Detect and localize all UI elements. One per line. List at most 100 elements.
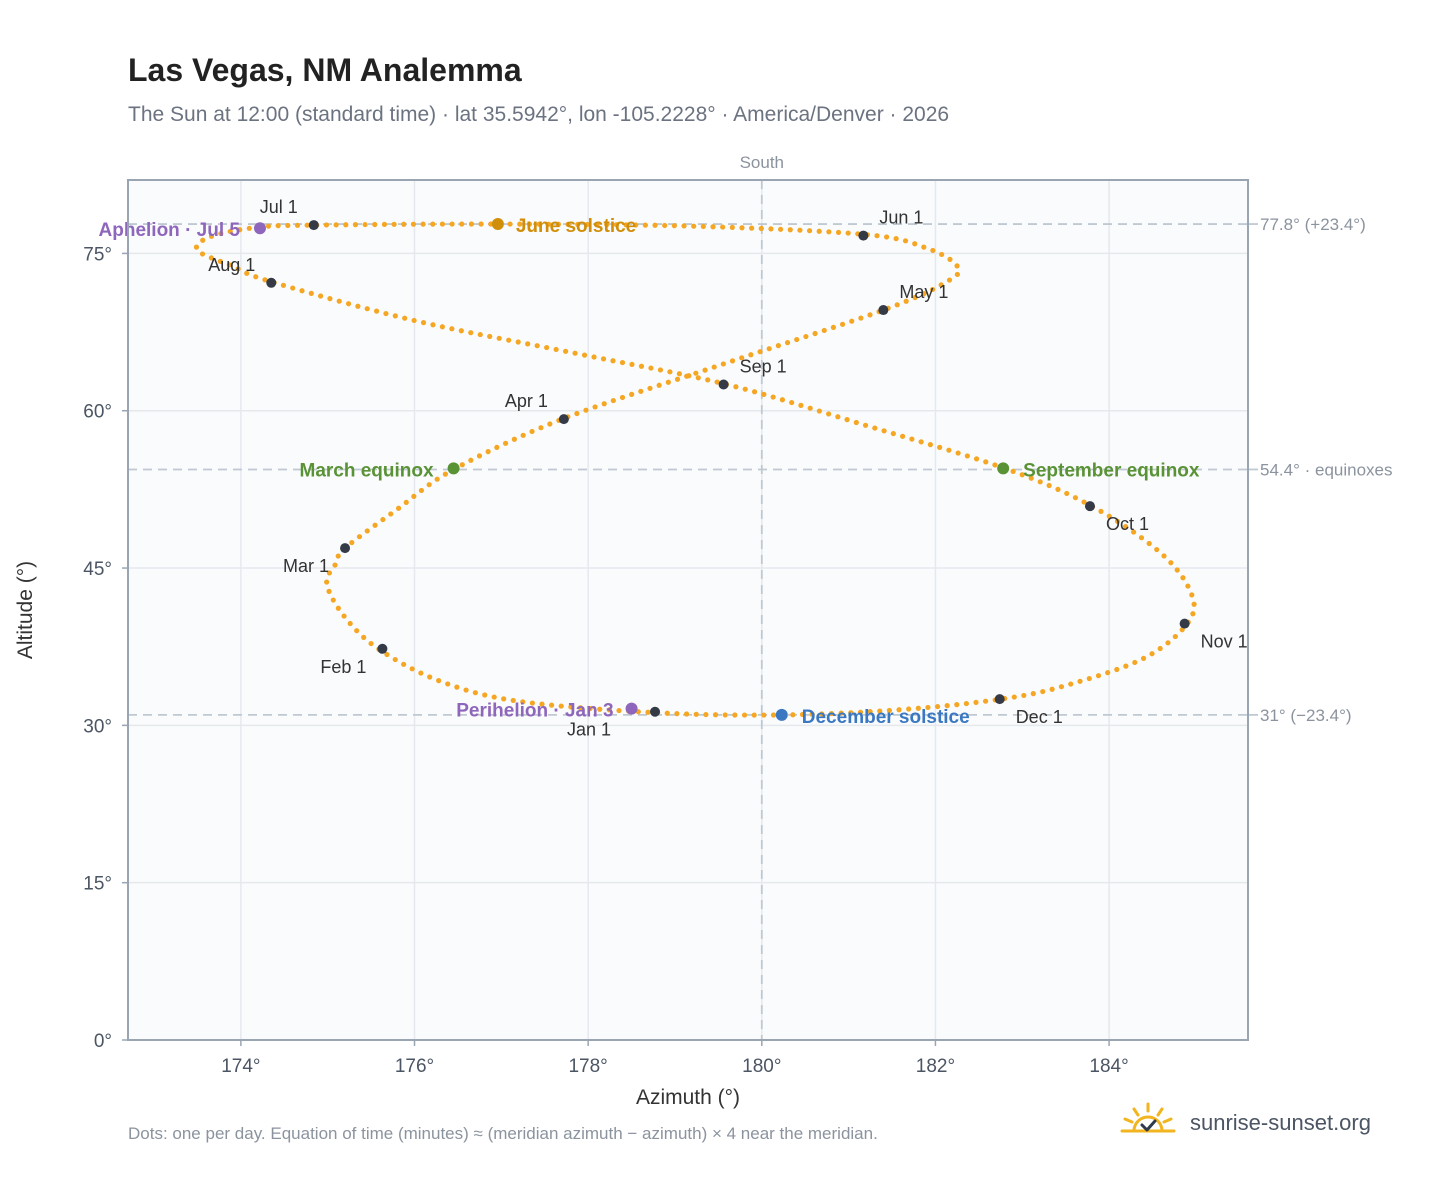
daily-sun-dot xyxy=(695,375,701,381)
x-tick-label: 184° xyxy=(1089,1056,1128,1077)
month-label: Jan 1 xyxy=(567,720,611,740)
daily-sun-dot xyxy=(383,310,389,317)
daily-sun-dot xyxy=(1114,666,1120,673)
daily-sun-dot xyxy=(581,352,588,358)
daily-sun-dot xyxy=(803,333,809,340)
daily-sun-dot xyxy=(356,534,363,540)
daily-sun-dot xyxy=(1114,518,1121,524)
axis-ticks: 174° 176° 178° 180° 182° 184° 0° 15° 30° 45° 60° 75… xyxy=(83,244,1128,1077)
daily-sun-dot xyxy=(335,553,341,559)
daily-sun-dot xyxy=(648,365,654,371)
daily-sun-dot xyxy=(1138,535,1145,541)
daily-sun-dot xyxy=(1189,592,1195,598)
daily-sun-dot xyxy=(200,237,206,243)
daily-sun-dot xyxy=(244,270,250,276)
daily-sun-dot xyxy=(392,313,398,319)
daily-sun-dot xyxy=(858,315,864,321)
daily-sun-dot xyxy=(468,457,474,463)
daily-sun-dot xyxy=(449,221,455,227)
daily-sun-dot xyxy=(217,258,223,264)
daily-sun-dot xyxy=(468,330,474,336)
daily-sun-dot xyxy=(246,225,252,231)
daily-sun-dot xyxy=(208,255,214,261)
daily-sun-dot xyxy=(299,288,305,294)
daily-sun-dot xyxy=(290,285,296,291)
event-label: Perihelion · Jan 3 xyxy=(456,701,613,722)
daily-sun-dot xyxy=(1190,611,1196,617)
daily-sun-dot xyxy=(449,326,455,332)
daily-sun-dot xyxy=(548,702,555,708)
daily-sun-dot xyxy=(482,692,488,698)
month-label: Aug 1 xyxy=(208,255,255,275)
daily-sun-dot xyxy=(1191,601,1197,607)
daily-sun-dot xyxy=(857,709,864,715)
daily-sun-dot xyxy=(757,349,763,355)
daily-sun-dot xyxy=(546,221,552,227)
daily-sun-dot xyxy=(674,711,680,717)
daily-sun-dot xyxy=(507,221,513,227)
plot-frame xyxy=(127,179,1249,1041)
daily-sun-dot xyxy=(845,230,851,236)
daily-sun-dot xyxy=(828,710,835,717)
daily-sun-dot xyxy=(881,428,887,434)
daily-sun-dot xyxy=(520,432,526,438)
event-label: September equinox xyxy=(1023,460,1200,481)
daily-sun-dot xyxy=(665,379,671,385)
daily-sun-dot xyxy=(563,348,569,354)
daily-sun-dot xyxy=(927,442,934,448)
daily-sun-dot xyxy=(459,221,465,227)
daily-sun-dot xyxy=(720,361,726,367)
daily-sun-dot xyxy=(352,222,359,228)
daily-sun-dot xyxy=(1146,540,1152,547)
daily-sun-dot xyxy=(775,343,781,349)
daily-sun-dot xyxy=(874,233,880,239)
daily-sun-dot xyxy=(1154,546,1160,553)
daily-sun-dot xyxy=(1140,655,1147,661)
daily-sun-dot xyxy=(235,266,241,272)
daily-sun-dot xyxy=(739,355,745,361)
month-marker xyxy=(377,643,388,654)
daily-sun-dot xyxy=(983,459,989,465)
daily-sun-dot xyxy=(794,336,800,343)
daily-sun-dot xyxy=(751,712,757,718)
daily-sun-dot xyxy=(1030,691,1036,697)
daily-sun-dot xyxy=(324,579,330,585)
daily-sun-dot xyxy=(613,222,619,228)
daily-sun-dot xyxy=(629,391,635,397)
daily-sun-dot xyxy=(902,238,909,244)
daily-sun-dot xyxy=(403,499,409,506)
daily-sun-dot xyxy=(937,444,943,451)
daily-sun-dot xyxy=(681,223,687,229)
daily-sun-dot xyxy=(722,712,728,718)
daily-sun-dot xyxy=(326,588,332,594)
daily-sun-dot xyxy=(900,433,906,439)
daily-sun-dot xyxy=(1081,499,1087,505)
daily-sun-dot xyxy=(749,225,755,231)
daily-sun-dot xyxy=(208,233,215,239)
daily-sun-dot xyxy=(664,710,670,716)
daily-sun-dot xyxy=(430,322,436,328)
daily-sun-dot xyxy=(720,224,726,230)
daily-sun-dot xyxy=(401,221,407,227)
daily-sun-dot xyxy=(265,223,272,229)
daily-sun-dot xyxy=(1064,490,1070,497)
month-label: Sep 1 xyxy=(740,357,787,377)
daily-sun-dot xyxy=(604,222,610,228)
daily-sun-dot xyxy=(326,570,333,576)
daily-sun-dot xyxy=(364,306,370,312)
brand: sunrise-sunset.org xyxy=(1120,1100,1371,1146)
daily-sun-dot xyxy=(798,402,804,408)
month-marker xyxy=(308,220,319,231)
daily-sun-dot xyxy=(308,290,314,296)
x-tick-label: 174° xyxy=(221,1056,260,1077)
daily-sun-dot xyxy=(476,453,483,459)
daily-sun-dot xyxy=(955,450,961,456)
daily-sun-dot xyxy=(520,699,526,705)
x-tick-label: 180° xyxy=(742,1056,781,1077)
daily-sun-dot xyxy=(218,230,224,237)
daily-sun-dot xyxy=(1168,560,1174,566)
month-marker xyxy=(858,230,869,241)
daily-sun-dot xyxy=(601,401,607,407)
daily-sun-dot xyxy=(1086,675,1092,682)
daily-sun-dot xyxy=(472,690,478,696)
